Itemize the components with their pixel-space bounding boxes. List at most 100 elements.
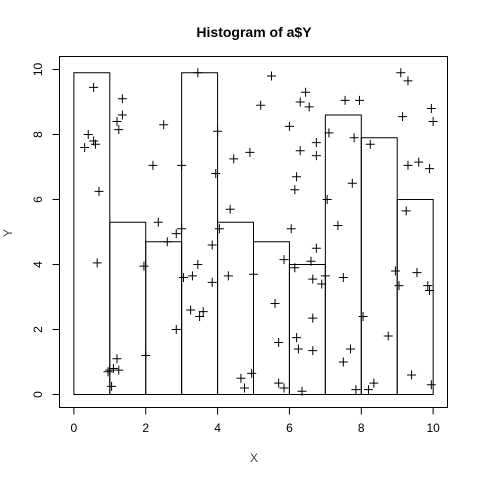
data-point-95 — [398, 112, 408, 122]
y-tick-label-6: 6 — [31, 196, 45, 203]
data-point-81 — [340, 95, 350, 105]
histogram-bar-1 — [73, 72, 111, 395]
data-point-84 — [349, 133, 359, 143]
data-point-106 — [428, 117, 438, 126]
data-point-2 — [83, 130, 93, 139]
data-point-90 — [369, 378, 379, 388]
data-point-86 — [351, 385, 361, 395]
data-point-28 — [177, 160, 187, 170]
data-point-18 — [139, 261, 149, 271]
chart-title: Histogram of a$Y — [196, 24, 312, 40]
data-point-24 — [171, 229, 181, 239]
histogram-bar-3 — [145, 241, 183, 395]
data-point-100 — [412, 268, 422, 278]
data-point-36 — [207, 240, 217, 250]
x-tick-label-2: 2 — [142, 421, 149, 435]
data-point-59 — [292, 172, 302, 182]
data-point-67 — [306, 256, 316, 266]
data-point-22 — [159, 120, 169, 130]
data-point-78 — [333, 221, 343, 230]
data-point-93 — [394, 281, 404, 291]
data-point-101 — [414, 157, 424, 167]
data-point-107 — [426, 380, 436, 390]
data-point-26 — [177, 224, 187, 234]
data-point-51 — [274, 338, 284, 347]
data-point-72 — [311, 138, 321, 148]
data-point-10 — [107, 381, 117, 391]
data-point-60 — [292, 333, 302, 343]
data-point-40 — [223, 271, 233, 281]
x-axis-label: X — [250, 451, 258, 465]
data-point-104 — [425, 164, 435, 174]
data-point-70 — [308, 346, 318, 356]
data-point-47 — [249, 269, 258, 279]
histogram-bar-6 — [253, 241, 290, 395]
data-point-97 — [403, 160, 413, 170]
x-tick-label-6: 6 — [286, 421, 293, 435]
data-point-63 — [295, 146, 305, 156]
data-point-102 — [423, 281, 433, 291]
data-point-52 — [274, 378, 284, 388]
data-point-91 — [383, 331, 393, 341]
data-point-80 — [338, 357, 348, 367]
data-point-46 — [247, 368, 257, 378]
data-point-88 — [363, 385, 373, 395]
data-point-30 — [187, 271, 197, 281]
data-point-8 — [103, 367, 113, 377]
data-point-20 — [148, 160, 158, 170]
data-point-4 — [90, 139, 100, 149]
x-tick-label-4: 4 — [214, 421, 221, 435]
data-point-11 — [108, 364, 118, 373]
data-point-48 — [256, 100, 266, 110]
data-point-31 — [193, 260, 203, 269]
data-point-27 — [178, 273, 188, 282]
data-point-65 — [301, 87, 311, 97]
histogram-bar-5 — [217, 221, 255, 395]
data-point-35 — [207, 277, 217, 287]
data-point-75 — [320, 271, 330, 281]
data-point-39 — [214, 224, 224, 234]
data-point-13 — [114, 365, 124, 375]
data-point-23 — [162, 237, 172, 247]
data-point-83 — [347, 178, 357, 188]
data-point-49 — [266, 71, 276, 81]
data-point-61 — [293, 344, 303, 354]
histogram-bar-9 — [360, 137, 398, 395]
histogram-bar-10 — [396, 199, 434, 395]
data-point-16 — [117, 110, 127, 120]
data-point-41 — [225, 204, 235, 214]
data-point-58 — [290, 185, 300, 195]
data-point-103 — [425, 286, 435, 295]
data-point-54 — [279, 255, 289, 265]
data-point-74 — [317, 279, 327, 289]
y-tick-label-2: 2 — [31, 326, 45, 333]
data-point-14 — [112, 117, 122, 126]
data-point-43 — [236, 373, 246, 383]
data-point-29 — [186, 305, 196, 315]
y-tick-label-0: 0 — [31, 391, 45, 398]
data-point-98 — [403, 76, 413, 86]
x-tick-label-8: 8 — [358, 421, 365, 435]
data-point-76 — [322, 195, 332, 204]
data-point-7 — [94, 186, 104, 196]
data-point-87 — [358, 312, 368, 321]
data-point-55 — [284, 121, 294, 131]
y-tick-label-10: 10 — [31, 63, 45, 77]
data-point-37 — [211, 169, 221, 178]
data-point-44 — [240, 383, 250, 393]
data-point-50 — [270, 299, 280, 308]
data-point-64 — [297, 386, 307, 396]
data-point-94 — [396, 68, 406, 78]
data-point-85 — [354, 95, 364, 105]
data-point-33 — [198, 307, 208, 317]
x-tick-label-0: 0 — [71, 421, 78, 435]
y-axis: 0 2 4 6 8 10 — [31, 63, 60, 398]
data-point-32 — [195, 312, 205, 321]
histogram-bar-4 — [181, 72, 219, 395]
data-point-53 — [279, 383, 289, 393]
histogram-bars — [73, 72, 434, 395]
data-point-1 — [80, 143, 90, 152]
data-point-17 — [117, 94, 127, 104]
data-point-45 — [245, 147, 255, 157]
